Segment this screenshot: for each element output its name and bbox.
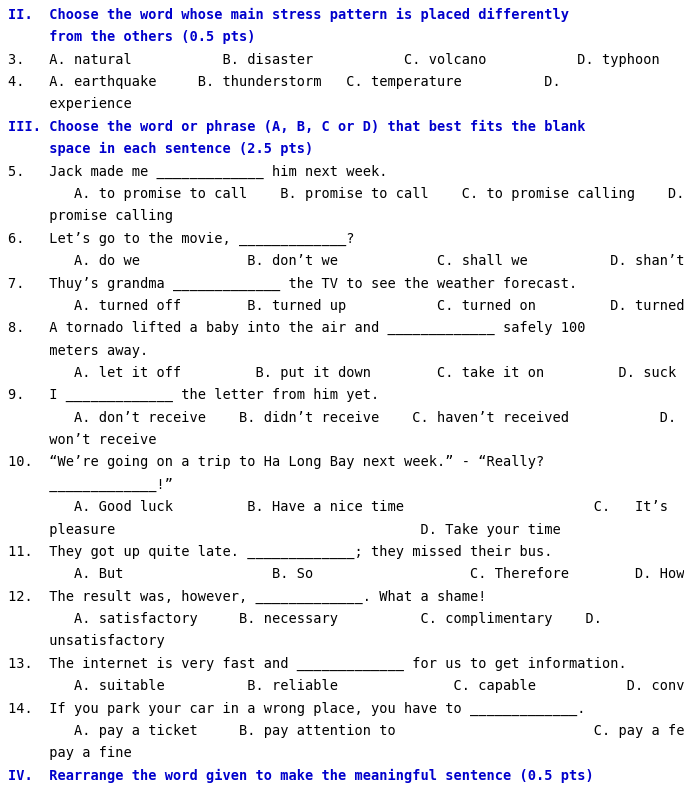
Text: III. Choose the word or phrase (A, B, C or D) that best fits the blank: III. Choose the word or phrase (A, B, C … — [8, 120, 586, 134]
Text: 11.  They got up quite late. _____________; they missed their bus.: 11. They got up quite late. ____________… — [8, 545, 553, 559]
Text: meters away.: meters away. — [8, 344, 148, 358]
Text: IV.  Rearrange the word given to make the meaningful sentence (0.5 pts): IV. Rearrange the word given to make the… — [8, 769, 594, 783]
Text: 3.   A. natural           B. disaster           C. volcano           D. typhoon: 3. A. natural B. disaster C. volcano D. … — [8, 53, 660, 67]
Text: 5.   Jack made me _____________ him next week.: 5. Jack made me _____________ him next w… — [8, 165, 388, 179]
Text: A. suitable          B. reliable              C. capable           D. convenient: A. suitable B. reliable C. capable D. co… — [8, 679, 684, 694]
Text: from the others (0.5 pts): from the others (0.5 pts) — [8, 30, 256, 45]
Text: 12.  The result was, however, _____________. What a shame!: 12. The result was, however, ___________… — [8, 590, 486, 604]
Text: A. let it off         B. put it down        C. take it on         D. suck it up: A. let it off B. put it down C. take it … — [8, 366, 684, 380]
Text: A. don’t receive    B. didn’t receive    C. haven’t received           D.: A. don’t receive B. didn’t receive C. ha… — [8, 411, 676, 425]
Text: A. do we             B. don’t we            C. shall we          D. shan’t we: A. do we B. don’t we C. shall we D. shan… — [8, 254, 684, 268]
Text: II.  Choose the word whose main stress pattern is placed differently: II. Choose the word whose main stress pa… — [8, 8, 569, 22]
Text: unsatisfactory: unsatisfactory — [8, 634, 165, 649]
Text: pleasure                                     D. Take your time: pleasure D. Take your time — [8, 523, 561, 537]
Text: A. pay a ticket     B. pay attention to                        C. pay a fee   D.: A. pay a ticket B. pay attention to C. p… — [8, 724, 684, 738]
Text: space in each sentence (2.5 pts): space in each sentence (2.5 pts) — [8, 142, 313, 157]
Text: 14.  If you park your car in a wrong place, you have to _____________.: 14. If you park your car in a wrong plac… — [8, 702, 586, 716]
Text: A. Good luck         B. Have a nice time                       C.   It’s   your: A. Good luck B. Have a nice time C. It’s… — [8, 500, 684, 515]
Text: 7.   Thuy’s grandma _____________ the TV to see the weather forecast.: 7. Thuy’s grandma _____________ the TV t… — [8, 276, 577, 291]
Text: _____________!”: _____________!” — [8, 478, 173, 492]
Text: A. to promise to call    B. promise to call    C. to promise calling    D.: A. to promise to call B. promise to call… — [8, 187, 684, 201]
Text: won’t receive: won’t receive — [8, 433, 157, 447]
Text: A. satisfactory     B. necessary          C. complimentary    D.: A. satisfactory B. necessary C. complime… — [8, 612, 602, 626]
Text: 9.   I _____________ the letter from him yet.: 9. I _____________ the letter from him y… — [8, 388, 379, 403]
Text: 4.   A. earthquake     B. thunderstorm   C. temperature          D.: 4. A. earthquake B. thunderstorm C. temp… — [8, 75, 561, 89]
Text: 8.   A tornado lifted a baby into the air and _____________ safely 100: 8. A tornado lifted a baby into the air … — [8, 321, 586, 336]
Text: 13.  The internet is very fast and _____________ for us to get information.: 13. The internet is very fast and ______… — [8, 657, 627, 671]
Text: 6.   Let’s go to the movie, _____________?: 6. Let’s go to the movie, _____________? — [8, 232, 354, 246]
Text: 10.  “We’re going on a trip to Ha Long Bay next week.” - “Really?: 10. “We’re going on a trip to Ha Long Ba… — [8, 455, 544, 470]
Text: A. But                  B. So                   C. Therefore        D. However: A. But B. So C. Therefore D. However — [8, 567, 684, 582]
Text: promise calling: promise calling — [8, 209, 173, 224]
Text: A. turned off        B. turned up           C. turned on         D. turned down: A. turned off B. turned up C. turned on … — [8, 299, 684, 313]
Text: experience: experience — [8, 97, 132, 112]
Text: pay a fine: pay a fine — [8, 746, 132, 761]
